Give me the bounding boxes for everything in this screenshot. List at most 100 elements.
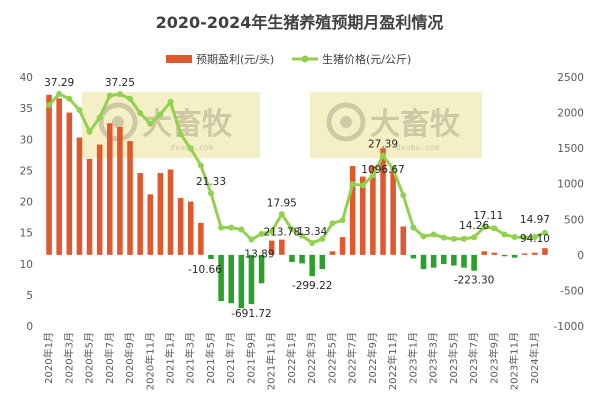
profit-bar bbox=[167, 169, 174, 255]
price-point bbox=[511, 233, 518, 240]
profit-bar bbox=[370, 165, 376, 255]
left-axis-tick-label: 0 bbox=[26, 321, 33, 333]
price-point bbox=[450, 235, 457, 242]
x-axis-tick-label: 2023年3月 bbox=[427, 332, 440, 384]
profit-bar bbox=[430, 254, 437, 268]
price-point bbox=[96, 114, 103, 121]
right-axis-tick-label: -500 bbox=[560, 285, 584, 297]
x-axis-tick-label: 2023年11月 bbox=[508, 332, 521, 390]
x-axis-tick-label: 2021年9月 bbox=[244, 332, 257, 384]
x-axis-tick-label: 2023年9月 bbox=[487, 332, 500, 384]
data-label: -299.22 bbox=[292, 280, 333, 292]
x-axis-tick-label: 2020年9月 bbox=[123, 332, 136, 384]
price-point bbox=[299, 232, 306, 239]
x-axis-tick-label: 2022年9月 bbox=[366, 332, 379, 384]
price-point bbox=[66, 95, 73, 102]
price-point bbox=[319, 235, 326, 242]
right-axis-tick-label: 500 bbox=[564, 214, 584, 226]
profit-bar bbox=[501, 254, 508, 257]
price-point bbox=[207, 190, 214, 197]
price-point bbox=[531, 233, 538, 240]
watermark-logo-icon bbox=[326, 102, 366, 142]
x-axis-tick-label: 2021年7月 bbox=[224, 332, 237, 384]
right-axis-tick-label: 1000 bbox=[557, 179, 584, 191]
watermark-logo-dot-icon bbox=[112, 116, 124, 128]
price-point bbox=[197, 162, 204, 169]
x-axis-tick-label: 2021年1月 bbox=[164, 332, 177, 384]
profit-bar bbox=[96, 144, 103, 255]
profit-bar bbox=[127, 141, 133, 255]
data-label: 17.11 bbox=[473, 210, 503, 222]
x-axis-tick-label: 2022年1月 bbox=[285, 332, 298, 384]
profit-bar bbox=[86, 158, 93, 255]
right-axis-tick-label: 2500 bbox=[557, 72, 584, 84]
right-axis-tick-label: 0 bbox=[577, 250, 584, 262]
price-point bbox=[137, 110, 144, 117]
profit-bar bbox=[187, 201, 194, 255]
watermark-brand: 大畜牧 bbox=[142, 107, 233, 142]
price-point bbox=[471, 234, 478, 241]
price-point bbox=[369, 172, 376, 179]
price-point bbox=[147, 120, 154, 127]
data-label: 13.89 bbox=[244, 249, 274, 261]
profit-bar bbox=[542, 248, 548, 255]
price-point bbox=[46, 102, 53, 109]
profit-bar bbox=[451, 254, 457, 266]
data-label: -223.30 bbox=[454, 275, 495, 287]
left-axis-tick-label: 15 bbox=[20, 228, 33, 240]
profit-bar bbox=[349, 165, 356, 255]
profit-bar bbox=[329, 251, 336, 255]
profit-bar bbox=[420, 254, 427, 270]
profit-bar bbox=[279, 239, 285, 255]
profit-bar bbox=[400, 226, 407, 255]
price-point bbox=[491, 225, 498, 232]
profit-bar bbox=[289, 254, 295, 262]
profit-bars bbox=[46, 94, 548, 309]
price-point bbox=[248, 236, 255, 243]
price-point bbox=[116, 91, 123, 98]
price-point bbox=[76, 106, 83, 113]
x-axis-tick-label: 2022年11月 bbox=[386, 332, 399, 390]
data-label: -691.72 bbox=[231, 308, 272, 320]
price-point bbox=[228, 224, 235, 231]
x-axis-tick-label: 2022年5月 bbox=[325, 332, 338, 384]
profit-bar bbox=[218, 254, 224, 302]
price-point bbox=[177, 131, 184, 138]
right-axis-tick-label: -1000 bbox=[553, 321, 584, 333]
left-axis-tick-label: 35 bbox=[20, 103, 33, 115]
x-axis-tick-label: 2023年7月 bbox=[467, 332, 480, 384]
x-axis-tick-label: 2021年11月 bbox=[265, 332, 278, 390]
profit-bar bbox=[309, 254, 315, 277]
x-axis-tick-label: 2021年5月 bbox=[204, 332, 217, 384]
x-axis-tick-label: 2023年1月 bbox=[406, 332, 419, 384]
price-point bbox=[309, 239, 316, 246]
price-point bbox=[410, 224, 417, 231]
watermark-brand: 大畜牧 bbox=[370, 107, 461, 142]
left-axis-tick-label: 20 bbox=[20, 197, 33, 209]
watermark-right: 大畜牧 dxumu.com bbox=[310, 92, 482, 158]
x-axis-tick-label: 2021年3月 bbox=[184, 332, 197, 384]
legend-bar-swatch bbox=[166, 55, 192, 63]
x-axis-tick-label: 2023年5月 bbox=[447, 332, 460, 384]
price-point bbox=[541, 229, 548, 236]
profit-bar bbox=[511, 254, 518, 258]
x-axis-tick-label: 2022年3月 bbox=[305, 332, 318, 384]
watermark-box bbox=[310, 92, 482, 158]
data-label: 17.95 bbox=[267, 197, 297, 209]
price-point bbox=[167, 98, 174, 105]
watermark-layer: 大畜牧 dxumu.com 大畜牧 dxumu.com bbox=[82, 92, 482, 158]
profit-bar bbox=[208, 254, 214, 260]
x-axis-tick-label: 2020年1月 bbox=[42, 332, 55, 384]
price-point bbox=[268, 228, 275, 235]
profit-bar bbox=[56, 98, 62, 255]
price-point bbox=[238, 226, 245, 233]
data-label: 14.26 bbox=[459, 220, 489, 232]
profit-bar bbox=[532, 252, 538, 255]
price-point bbox=[187, 145, 194, 152]
x-axis-tick-label: 2022年7月 bbox=[346, 332, 359, 384]
left-axis-tick-label: 5 bbox=[26, 290, 33, 302]
watermark-logo-dot-icon bbox=[340, 116, 352, 128]
price-point bbox=[86, 128, 93, 135]
price-point bbox=[329, 220, 336, 227]
profit-bar bbox=[66, 112, 73, 255]
